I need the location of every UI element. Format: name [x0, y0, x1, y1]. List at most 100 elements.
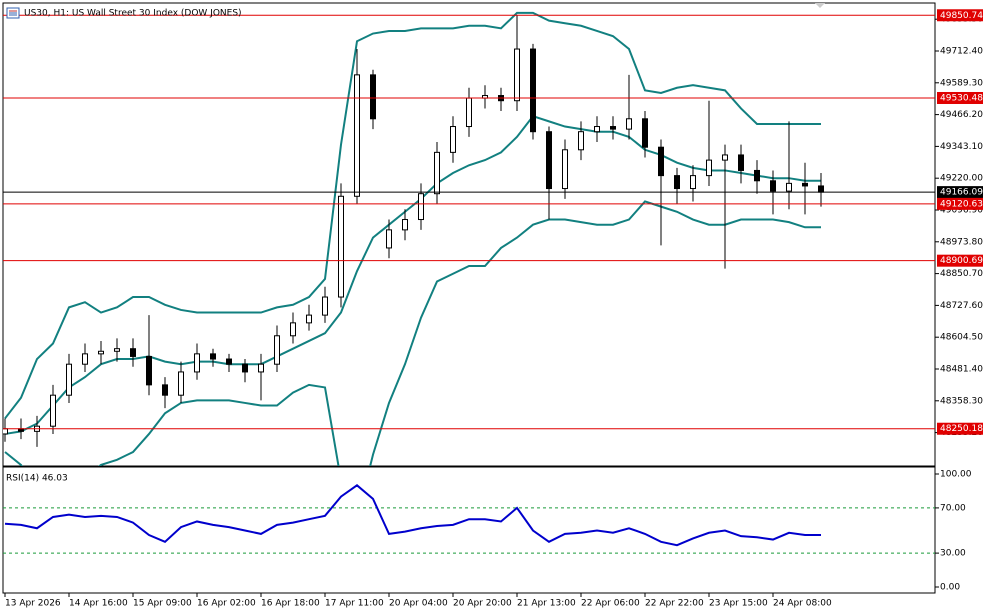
x-tick-label: 16 Apr 02:00 [197, 599, 256, 609]
candle-body [146, 355, 152, 386]
candle-body [242, 363, 248, 373]
candle-body [770, 180, 776, 192]
band-lower [4, 200, 821, 466]
x-tick-label: 23 Apr 15:00 [709, 599, 768, 609]
candle-body [450, 126, 456, 153]
candle-body [818, 185, 824, 193]
price-level-label: 49120.63 [940, 199, 983, 209]
candle-body [322, 296, 328, 316]
y-tick-label: 49096.90 [940, 205, 983, 215]
price-level-tag [937, 186, 983, 199]
candle-body [402, 219, 408, 231]
y-tick-label: 48604.50 [940, 333, 983, 343]
y-tick-label: 0.00 [940, 583, 960, 593]
price-level-label: 49850.74 [940, 11, 983, 21]
y-tick-label: 49712.40 [940, 46, 983, 56]
candle-body [434, 151, 440, 195]
candle-body [130, 348, 136, 357]
candle-body [754, 169, 760, 182]
candle-body [658, 146, 664, 177]
axes: 49835.5049712.4049589.3049466.2049343.10… [4, 9, 983, 609]
main-frame [2, 2, 936, 467]
price-level-tag [937, 91, 983, 104]
rsi-frame [2, 466, 936, 594]
price-level-tag [937, 422, 983, 435]
candle-body [178, 371, 184, 396]
x-tick-label: 20 Apr 04:00 [389, 599, 448, 609]
candle-body [82, 353, 88, 365]
x-tick-label: 21 Apr 13:00 [517, 599, 576, 609]
candle-body [3, 428, 8, 435]
price-level-label: 49530.48 [940, 93, 983, 103]
y-tick-label: 48481.40 [940, 364, 983, 374]
y-tick-label: 48850.70 [940, 269, 983, 279]
candle-body [610, 126, 616, 130]
candle-body [642, 118, 648, 148]
candle-body [162, 384, 168, 396]
rsi-line [4, 484, 822, 547]
x-tick-label: 13 Apr 2026 [5, 599, 61, 609]
candle-body [274, 335, 280, 365]
candle-body [418, 193, 424, 221]
x-tick-label: 17 Apr 11:00 [325, 599, 384, 609]
x-tick-label: 16 Apr 18:00 [261, 599, 320, 609]
candle-body [786, 182, 792, 192]
y-tick-label: 30.00 [940, 549, 966, 559]
candle-body [514, 48, 520, 102]
chart-title: US30, H1: US Wall Street 30 Index (DOW J… [24, 9, 242, 19]
candle-body [306, 314, 312, 324]
y-tick-label: 70.00 [940, 503, 966, 513]
candle-body [66, 363, 72, 396]
candle-body [802, 182, 808, 187]
candle-body [690, 175, 696, 190]
band-upper [4, 11, 821, 420]
y-tick-label: 49220.00 [940, 174, 983, 184]
candle-body [674, 175, 680, 190]
candle-body [354, 74, 360, 197]
y-tick-label: 49466.20 [940, 110, 983, 120]
symbol-icon [6, 7, 20, 19]
candle-body [114, 348, 120, 352]
candle-body [290, 322, 296, 337]
candle-body [706, 159, 712, 177]
candle-body [226, 358, 232, 365]
x-tick-label: 22 Apr 22:00 [645, 599, 704, 609]
candle-body [594, 126, 600, 133]
x-tick-label: 15 Apr 09:00 [133, 599, 192, 609]
y-tick-label: 48358.30 [940, 396, 983, 406]
x-tick-label: 24 Apr 08:00 [773, 599, 832, 609]
candle-body [722, 154, 728, 161]
candle-body [546, 131, 552, 190]
price-level-label: 48250.18 [940, 424, 983, 434]
candle-body [530, 48, 536, 133]
candle-body [194, 353, 200, 373]
y-tick-label: 48727.60 [940, 301, 983, 311]
y-tick-label: 49589.30 [940, 78, 983, 88]
candle-body [738, 154, 744, 171]
price-level-label: 49166.09 [940, 188, 983, 198]
candle-body [98, 350, 104, 355]
candle-body [386, 229, 392, 249]
price-level-tag [937, 197, 983, 210]
y-tick-label: 48973.80 [940, 237, 983, 247]
candle-body [258, 363, 264, 373]
shift-marker [815, 3, 825, 8]
candle-body [562, 149, 568, 190]
candle-body [578, 131, 584, 151]
x-tick-label: 22 Apr 06:00 [581, 599, 640, 609]
candle-body [210, 353, 216, 360]
main-plot [3, 11, 935, 466]
candle-body [626, 118, 632, 130]
candle-body [370, 74, 376, 120]
y-tick-label: 49343.10 [940, 142, 983, 152]
x-tick-label: 14 Apr 16:00 [69, 599, 128, 609]
candle-body [466, 97, 472, 128]
x-tick-label: 20 Apr 20:00 [453, 599, 512, 609]
candle-body [50, 394, 56, 427]
rsi-label: RSI(14) 46.03 [6, 474, 68, 484]
y-tick-label: 100.00 [940, 470, 972, 480]
candle-body [338, 195, 344, 298]
price-level-label: 48900.69 [940, 256, 983, 266]
rsi-plot [3, 484, 935, 554]
